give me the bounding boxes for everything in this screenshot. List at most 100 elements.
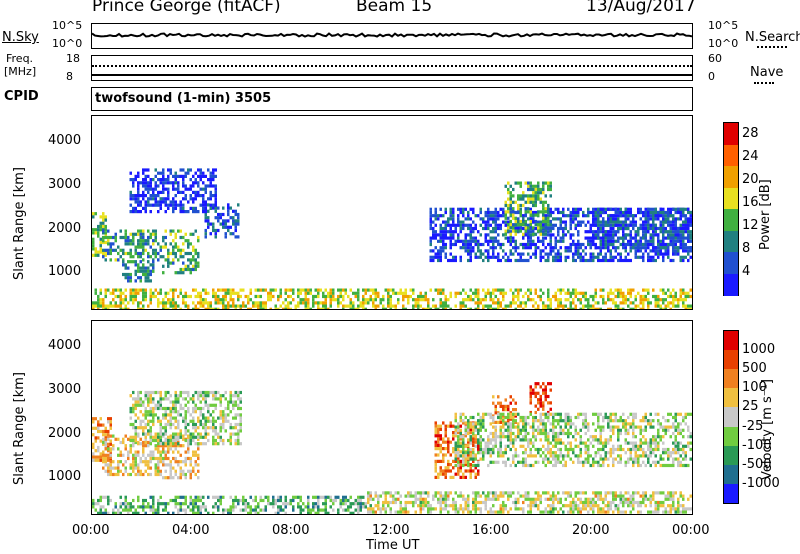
power-cell bbox=[659, 249, 662, 253]
power-cell bbox=[499, 304, 502, 308]
velocity-cell bbox=[114, 505, 117, 509]
power-cell bbox=[412, 304, 415, 308]
power-cell bbox=[674, 210, 677, 215]
power-cell bbox=[174, 203, 177, 207]
power-colorbar-tick: 12 bbox=[742, 218, 759, 234]
velocity-cell bbox=[194, 502, 197, 506]
power-cell bbox=[442, 226, 445, 231]
velocity-cell bbox=[179, 453, 182, 457]
velocity-cell bbox=[242, 498, 245, 503]
power-cell bbox=[609, 239, 612, 243]
power-cell bbox=[487, 226, 490, 231]
velocity-cell bbox=[289, 502, 292, 506]
power-cell bbox=[469, 246, 472, 250]
velocity-cell bbox=[107, 449, 110, 453]
velocity-cell bbox=[109, 417, 112, 421]
power-cell bbox=[317, 291, 320, 295]
power-cell bbox=[557, 210, 560, 215]
power-cell bbox=[207, 304, 210, 308]
velocity-cell bbox=[144, 426, 147, 430]
velocity-cell bbox=[392, 497, 395, 501]
power-cell bbox=[544, 223, 547, 227]
power-cell bbox=[554, 258, 557, 263]
velocity-cell bbox=[229, 426, 232, 430]
power-cell bbox=[607, 307, 610, 311]
power-cell bbox=[537, 239, 540, 243]
velocity-cell bbox=[652, 497, 655, 501]
power-echo-region bbox=[504, 181, 552, 236]
velocity-cell bbox=[237, 406, 240, 411]
power-cell bbox=[599, 288, 602, 292]
power-cell bbox=[357, 298, 360, 302]
velocity-cell bbox=[442, 447, 445, 451]
velocity-cell bbox=[254, 511, 257, 515]
power-cell bbox=[587, 236, 590, 240]
power-cell bbox=[147, 266, 150, 270]
power-cell bbox=[524, 229, 527, 233]
velocity-cell bbox=[112, 472, 115, 477]
power-cell bbox=[569, 291, 572, 295]
power-cell bbox=[482, 252, 485, 256]
power-cell bbox=[547, 184, 550, 188]
power-cell bbox=[482, 304, 485, 308]
power-cell bbox=[167, 168, 170, 172]
power-cell bbox=[662, 242, 665, 247]
velocity-cell bbox=[584, 497, 587, 501]
velocity-cell bbox=[579, 510, 582, 514]
power-cell bbox=[532, 191, 535, 195]
velocity-cell bbox=[639, 500, 642, 505]
power-cell bbox=[297, 288, 300, 292]
velocity-cell bbox=[392, 494, 395, 498]
velocity-cell bbox=[157, 400, 160, 404]
power-cell bbox=[434, 233, 437, 237]
velocity-cell bbox=[169, 400, 172, 404]
velocity-cell bbox=[577, 510, 580, 514]
velocity-cell bbox=[404, 510, 407, 514]
velocity-cell bbox=[132, 463, 135, 467]
velocity-cell bbox=[609, 507, 612, 511]
velocity-cell bbox=[412, 504, 415, 508]
velocity-cell bbox=[142, 472, 145, 477]
power-cell bbox=[609, 255, 612, 259]
velocity-cell bbox=[647, 497, 650, 501]
velocity-cell bbox=[394, 500, 397, 505]
power-cell bbox=[137, 263, 140, 267]
power-cell bbox=[529, 219, 532, 224]
power-cell bbox=[624, 298, 627, 302]
power-cell bbox=[517, 246, 520, 250]
power-cell bbox=[162, 307, 165, 311]
velocity-cell bbox=[182, 460, 185, 464]
power-cell bbox=[462, 288, 465, 292]
power-cell bbox=[434, 307, 437, 311]
power-cell bbox=[459, 210, 462, 215]
power-cell bbox=[222, 206, 225, 210]
power-cell bbox=[479, 255, 482, 259]
power-cell bbox=[92, 215, 95, 219]
velocity-cell bbox=[159, 422, 162, 427]
velocity-cell bbox=[209, 413, 212, 417]
velocity-cell bbox=[502, 494, 505, 498]
velocity-cell bbox=[427, 491, 430, 495]
power-cell bbox=[504, 210, 507, 214]
power-cell bbox=[574, 214, 577, 218]
power-cell bbox=[102, 240, 105, 245]
power-cell bbox=[574, 242, 577, 247]
power-cell bbox=[667, 249, 670, 253]
power-cell bbox=[249, 288, 252, 292]
velocity-cell bbox=[167, 502, 170, 506]
power-cell bbox=[592, 214, 595, 218]
velocity-cell bbox=[467, 440, 470, 444]
power-cell bbox=[154, 235, 157, 240]
velocity-cell bbox=[492, 494, 495, 498]
power-cell bbox=[612, 233, 615, 237]
power-cell bbox=[114, 232, 117, 236]
power-cell bbox=[102, 251, 105, 256]
power-cell bbox=[552, 210, 555, 215]
velocity-cell bbox=[159, 406, 162, 411]
velocity-cell bbox=[149, 410, 152, 414]
power-cell bbox=[572, 291, 575, 295]
velocity-cell bbox=[379, 507, 382, 511]
velocity-cell bbox=[284, 511, 287, 515]
velocity-cell bbox=[179, 394, 182, 398]
power-cell bbox=[532, 304, 535, 308]
